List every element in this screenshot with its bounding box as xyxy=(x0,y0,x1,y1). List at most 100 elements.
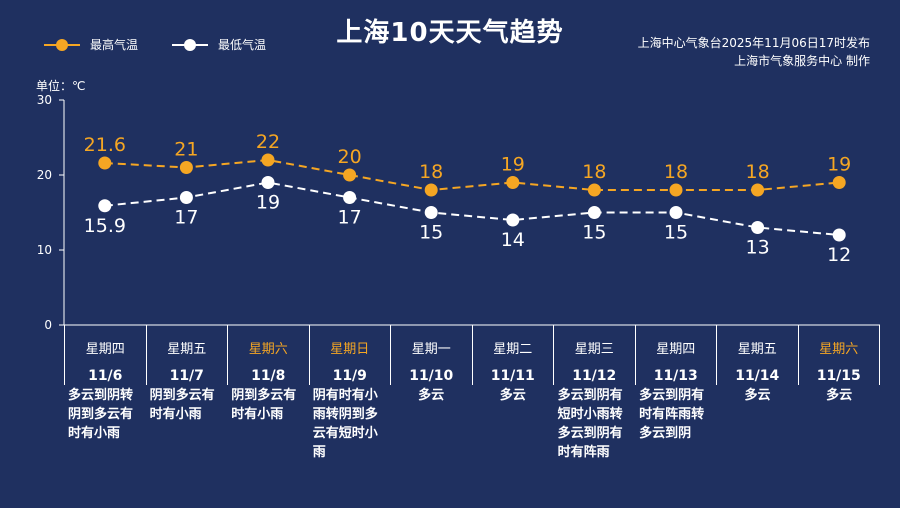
date-label: 11/6 xyxy=(88,368,123,384)
legend-high-label: 最高气温 xyxy=(90,38,139,52)
data-label-high: 18 xyxy=(664,161,688,183)
data-point-high xyxy=(261,153,275,167)
day-column: 星期日 11/9 xyxy=(308,325,391,385)
day-column: 星期三 11/12 xyxy=(553,325,635,385)
weather-description: 阴到多云有时有小雨 xyxy=(231,388,297,422)
weekday-label: 星期日 xyxy=(330,342,370,357)
weekday-label: 星期一 xyxy=(411,342,451,357)
data-point-low xyxy=(98,199,112,213)
data-label-high: 21.6 xyxy=(84,134,126,156)
date-label: 11/10 xyxy=(409,368,454,384)
day-column: 星期六 11/8 xyxy=(227,325,309,385)
series-line-high xyxy=(104,158,840,192)
unit-label: 单位：℃ xyxy=(36,79,86,93)
data-point-high xyxy=(587,183,601,197)
weather-description: 阴有时有小雨转阴到多云有短时小雨 xyxy=(312,388,378,460)
series-line-low xyxy=(104,181,840,236)
data-point-high xyxy=(343,168,357,182)
date-label: 11/9 xyxy=(332,368,367,384)
weather-description: 多云到阴有短时小雨转多云到阴有时有阵雨 xyxy=(557,388,623,460)
data-label-low: 13 xyxy=(746,237,770,259)
data-label-high: 22 xyxy=(256,131,280,153)
y-tick-label: 20 xyxy=(37,168,52,182)
data-label-high: 20 xyxy=(338,146,362,168)
source-line-2: 上海市气象服务中心 制作 xyxy=(734,54,870,68)
day-column: 星期五 11/7 xyxy=(145,325,228,385)
source-info: 上海中心气象台2025年11月06日17时发布 上海市气象服务中心 制作 xyxy=(638,34,870,70)
weather-description: 多云到阴有时有阵雨转多云到阴 xyxy=(639,388,705,441)
data-point-high xyxy=(506,176,520,189)
data-point-low xyxy=(751,221,765,234)
data-label-low: 15 xyxy=(664,222,688,244)
day-column: 星期四 11/13 xyxy=(634,325,717,385)
weekday-label: 星期四 xyxy=(85,342,125,357)
data-label-high: 19 xyxy=(827,154,851,176)
weekday-label: 星期六 xyxy=(819,342,859,357)
data-point-low xyxy=(587,206,601,219)
day-column: 星期五 11/14 xyxy=(716,325,798,385)
data-label-low: 12 xyxy=(827,244,851,266)
data-label-low: 15 xyxy=(419,222,443,244)
legend-item-high: 最高气温 xyxy=(44,36,138,53)
day-descriptions: 多云到阴转阴到多云有时有小雨 阴到多云有时有小雨 阴到多云有时有小雨 阴有时有小雨转阴… xyxy=(64,386,880,462)
data-point-low xyxy=(343,191,357,204)
data-point-low xyxy=(506,213,520,227)
date-label: 11/7 xyxy=(169,368,204,384)
data-label-high: 18 xyxy=(419,161,443,183)
data-label-low: 17 xyxy=(338,207,362,229)
weather-description: 多云 xyxy=(418,388,445,403)
data-label-high: 19 xyxy=(501,154,525,176)
weather-description: 多云 xyxy=(744,388,771,403)
data-point-high xyxy=(832,176,846,189)
weekday-label: 星期五 xyxy=(737,342,777,357)
day-column: 星期六 11/15 xyxy=(797,325,880,385)
y-tick-label: 0 xyxy=(44,318,52,332)
legend-high-marker xyxy=(44,38,80,51)
data-point-high xyxy=(98,156,112,170)
data-label-high: 18 xyxy=(746,161,770,183)
date-label: 11/14 xyxy=(735,368,780,384)
data-label-low: 15 xyxy=(582,222,606,244)
weather-description: 阴到多云有时有小雨 xyxy=(149,388,215,422)
data-point-low xyxy=(424,206,438,219)
data-label-low: 19 xyxy=(256,192,280,214)
day-column: 星期二 11/11 xyxy=(471,325,554,385)
data-point-high xyxy=(751,183,765,197)
day-column: 星期四 11/6 xyxy=(64,325,146,385)
data-point-low xyxy=(832,228,846,242)
y-tick-label: 30 xyxy=(37,93,52,107)
date-label: 11/13 xyxy=(653,368,698,384)
data-label-low: 17 xyxy=(174,207,198,229)
legend-low-marker xyxy=(172,38,209,51)
legend-low-label: 最低气温 xyxy=(218,38,267,52)
date-label: 11/8 xyxy=(251,368,286,384)
data-point-low xyxy=(261,176,275,189)
date-label: 11/11 xyxy=(490,368,535,384)
weekday-label: 星期四 xyxy=(656,342,696,357)
data-label-low: 15.9 xyxy=(84,215,126,237)
data-label-low: 14 xyxy=(501,229,525,251)
y-tick-label: 10 xyxy=(37,243,52,257)
weekday-label: 星期二 xyxy=(493,342,533,357)
legend-item-low: 最低气温 xyxy=(172,36,266,53)
legend: 最高气温 最低气温 xyxy=(44,36,300,53)
weekday-label: 星期三 xyxy=(574,342,614,357)
data-point-high xyxy=(179,161,193,174)
data-label-high: 21 xyxy=(174,139,198,161)
weekday-label: 星期六 xyxy=(248,342,288,357)
date-label: 11/15 xyxy=(816,368,861,384)
day-column: 星期一 11/10 xyxy=(390,325,472,385)
weekday-label: 星期五 xyxy=(167,342,207,357)
weather-description: 多云 xyxy=(499,388,526,403)
data-point-high xyxy=(669,183,683,197)
weather-description: 多云到阴转阴到多云有时有小雨 xyxy=(68,388,134,441)
day-columns: 星期四 11/6 星期五 11/7 星期六 11/8 星期日 11/9 星期一 11/10 星期二 1… xyxy=(64,325,880,385)
data-point-high xyxy=(424,183,438,197)
data-point-low xyxy=(179,191,193,204)
date-label: 11/12 xyxy=(572,368,617,384)
weather-description: 多云 xyxy=(826,388,853,403)
data-label-high: 18 xyxy=(582,161,606,183)
data-point-low xyxy=(669,206,683,219)
source-line-1: 上海中心气象台2025年11月06日17时发布 xyxy=(637,36,870,50)
